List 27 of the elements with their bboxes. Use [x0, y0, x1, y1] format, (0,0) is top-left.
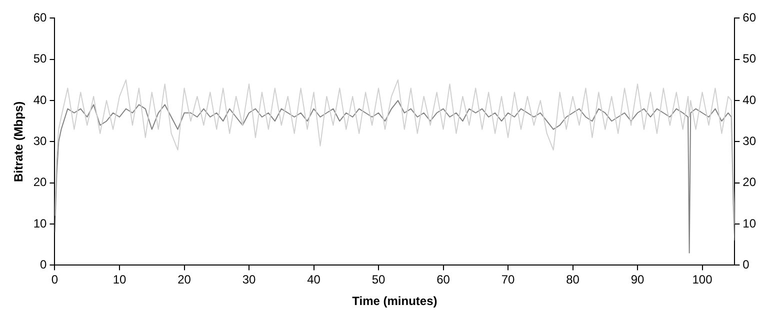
- y-tick-label: 10: [33, 216, 48, 230]
- x-tick-label: 30: [242, 272, 256, 287]
- y2-tick-label: 60: [742, 10, 756, 25]
- y-tick-label: 30: [33, 134, 48, 148]
- x-tick-label: 50: [372, 272, 386, 287]
- x-tick-label: 70: [501, 272, 516, 287]
- x-tick-label: 90: [630, 272, 645, 287]
- y-axis-title: Bitrate (Mbps): [12, 101, 26, 182]
- y2-tick-label: 0: [742, 258, 750, 272]
- y-tick-label: 20: [33, 175, 48, 190]
- x-tick-label: 0: [51, 272, 58, 287]
- y-tick-label: 0: [40, 258, 48, 272]
- x-tick-label: 10: [112, 272, 126, 287]
- y2-tick-label: 10: [742, 216, 756, 230]
- x-axis-title: Time (minutes): [352, 294, 438, 308]
- x-tick-label: 20: [178, 272, 192, 287]
- x-tick-label: 80: [566, 272, 580, 287]
- x-tick-label: 40: [307, 272, 321, 287]
- y2-tick-label: 50: [742, 52, 756, 66]
- y2-tick-label: 30: [742, 134, 756, 148]
- x-tick-label: 100: [692, 272, 713, 287]
- y-tick-label: 40: [33, 92, 48, 107]
- y-tick-label: 60: [33, 10, 48, 25]
- x-tick-label: 60: [436, 272, 450, 287]
- y2-tick-label: 20: [742, 175, 756, 190]
- y2-tick-label: 40: [742, 92, 756, 107]
- y-tick-label: 50: [33, 52, 48, 66]
